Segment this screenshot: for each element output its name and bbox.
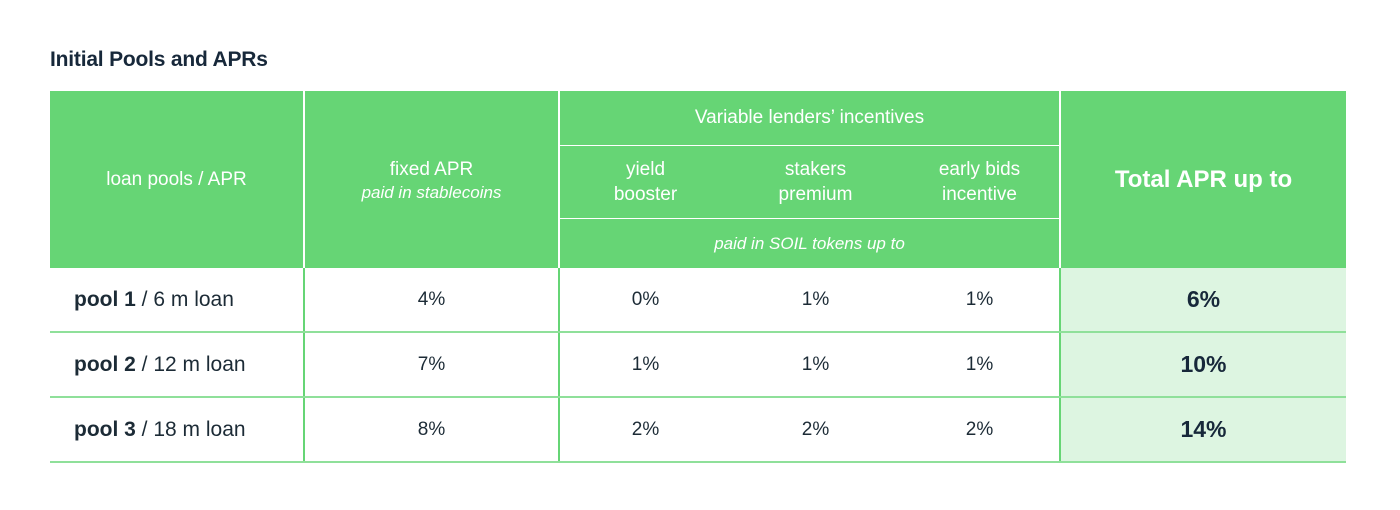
table-row: pool 2 / 12 m loan 7% 1% 1% 1% 10% xyxy=(50,332,1346,398)
header-yield-booster: yield booster xyxy=(558,145,731,220)
stakers-premium-cell: 2% xyxy=(731,397,900,463)
stakers-premium-cell: 1% xyxy=(731,332,900,398)
pool-cell: pool 2 / 12 m loan xyxy=(50,332,305,398)
header-fixed-apr-label: fixed APR xyxy=(389,158,474,180)
early-bids-cell: 1% xyxy=(900,332,1061,398)
header-paid-in-soil: paid in SOIL tokens up to xyxy=(558,218,1060,268)
fixed-apr-cell: 4% xyxy=(304,268,560,333)
early-bids-cell: 1% xyxy=(900,268,1061,333)
yield-booster-cell: 1% xyxy=(559,332,731,398)
pool-loan: / 18 m loan xyxy=(135,417,246,441)
early-bids-cell: 2% xyxy=(900,397,1061,463)
header-loan-pools: loan pools / APR xyxy=(50,91,304,268)
pool-cell: pool 1 / 6 m loan xyxy=(50,268,305,333)
fixed-apr-cell: 7% xyxy=(304,332,560,398)
fixed-apr-cell: 8% xyxy=(304,397,560,463)
yield-booster-cell: 2% xyxy=(559,397,731,463)
pool-name: pool 1 xyxy=(74,287,136,311)
stakers-premium-cell: 1% xyxy=(731,268,900,333)
table-row: pool 3 / 18 m loan 8% 2% 2% 2% 14% xyxy=(50,397,1346,463)
total-apr-cell: 10% xyxy=(1060,332,1346,398)
header-total-apr: Total APR up to xyxy=(1059,91,1346,268)
pool-loan: / 12 m loan xyxy=(135,352,246,376)
table-row: pool 1 / 6 m loan 4% 0% 1% 1% 6% xyxy=(50,268,1346,333)
pool-name: pool 3 xyxy=(74,417,136,441)
header-early-bids: early bids incentive xyxy=(900,145,1060,220)
header-fixed-apr: fixed APR paid in stablecoins xyxy=(303,91,559,268)
apr-table: loan pools / APR fixed APR paid in stabl… xyxy=(50,91,1346,463)
header-fixed-apr-sub: paid in stablecoins xyxy=(361,182,502,202)
total-apr-cell: 6% xyxy=(1060,268,1346,333)
header-variable-incentives: Variable lenders’ incentives xyxy=(558,91,1060,146)
pool-name: pool 2 xyxy=(74,352,136,376)
total-apr-cell: 14% xyxy=(1060,397,1346,463)
yield-booster-cell: 0% xyxy=(559,268,731,333)
pool-loan: / 6 m loan xyxy=(135,287,234,311)
pool-cell: pool 3 / 18 m loan xyxy=(50,397,305,463)
page-title: Initial Pools and APRs xyxy=(50,48,268,71)
header-stakers-premium: stakers premium xyxy=(731,145,900,220)
